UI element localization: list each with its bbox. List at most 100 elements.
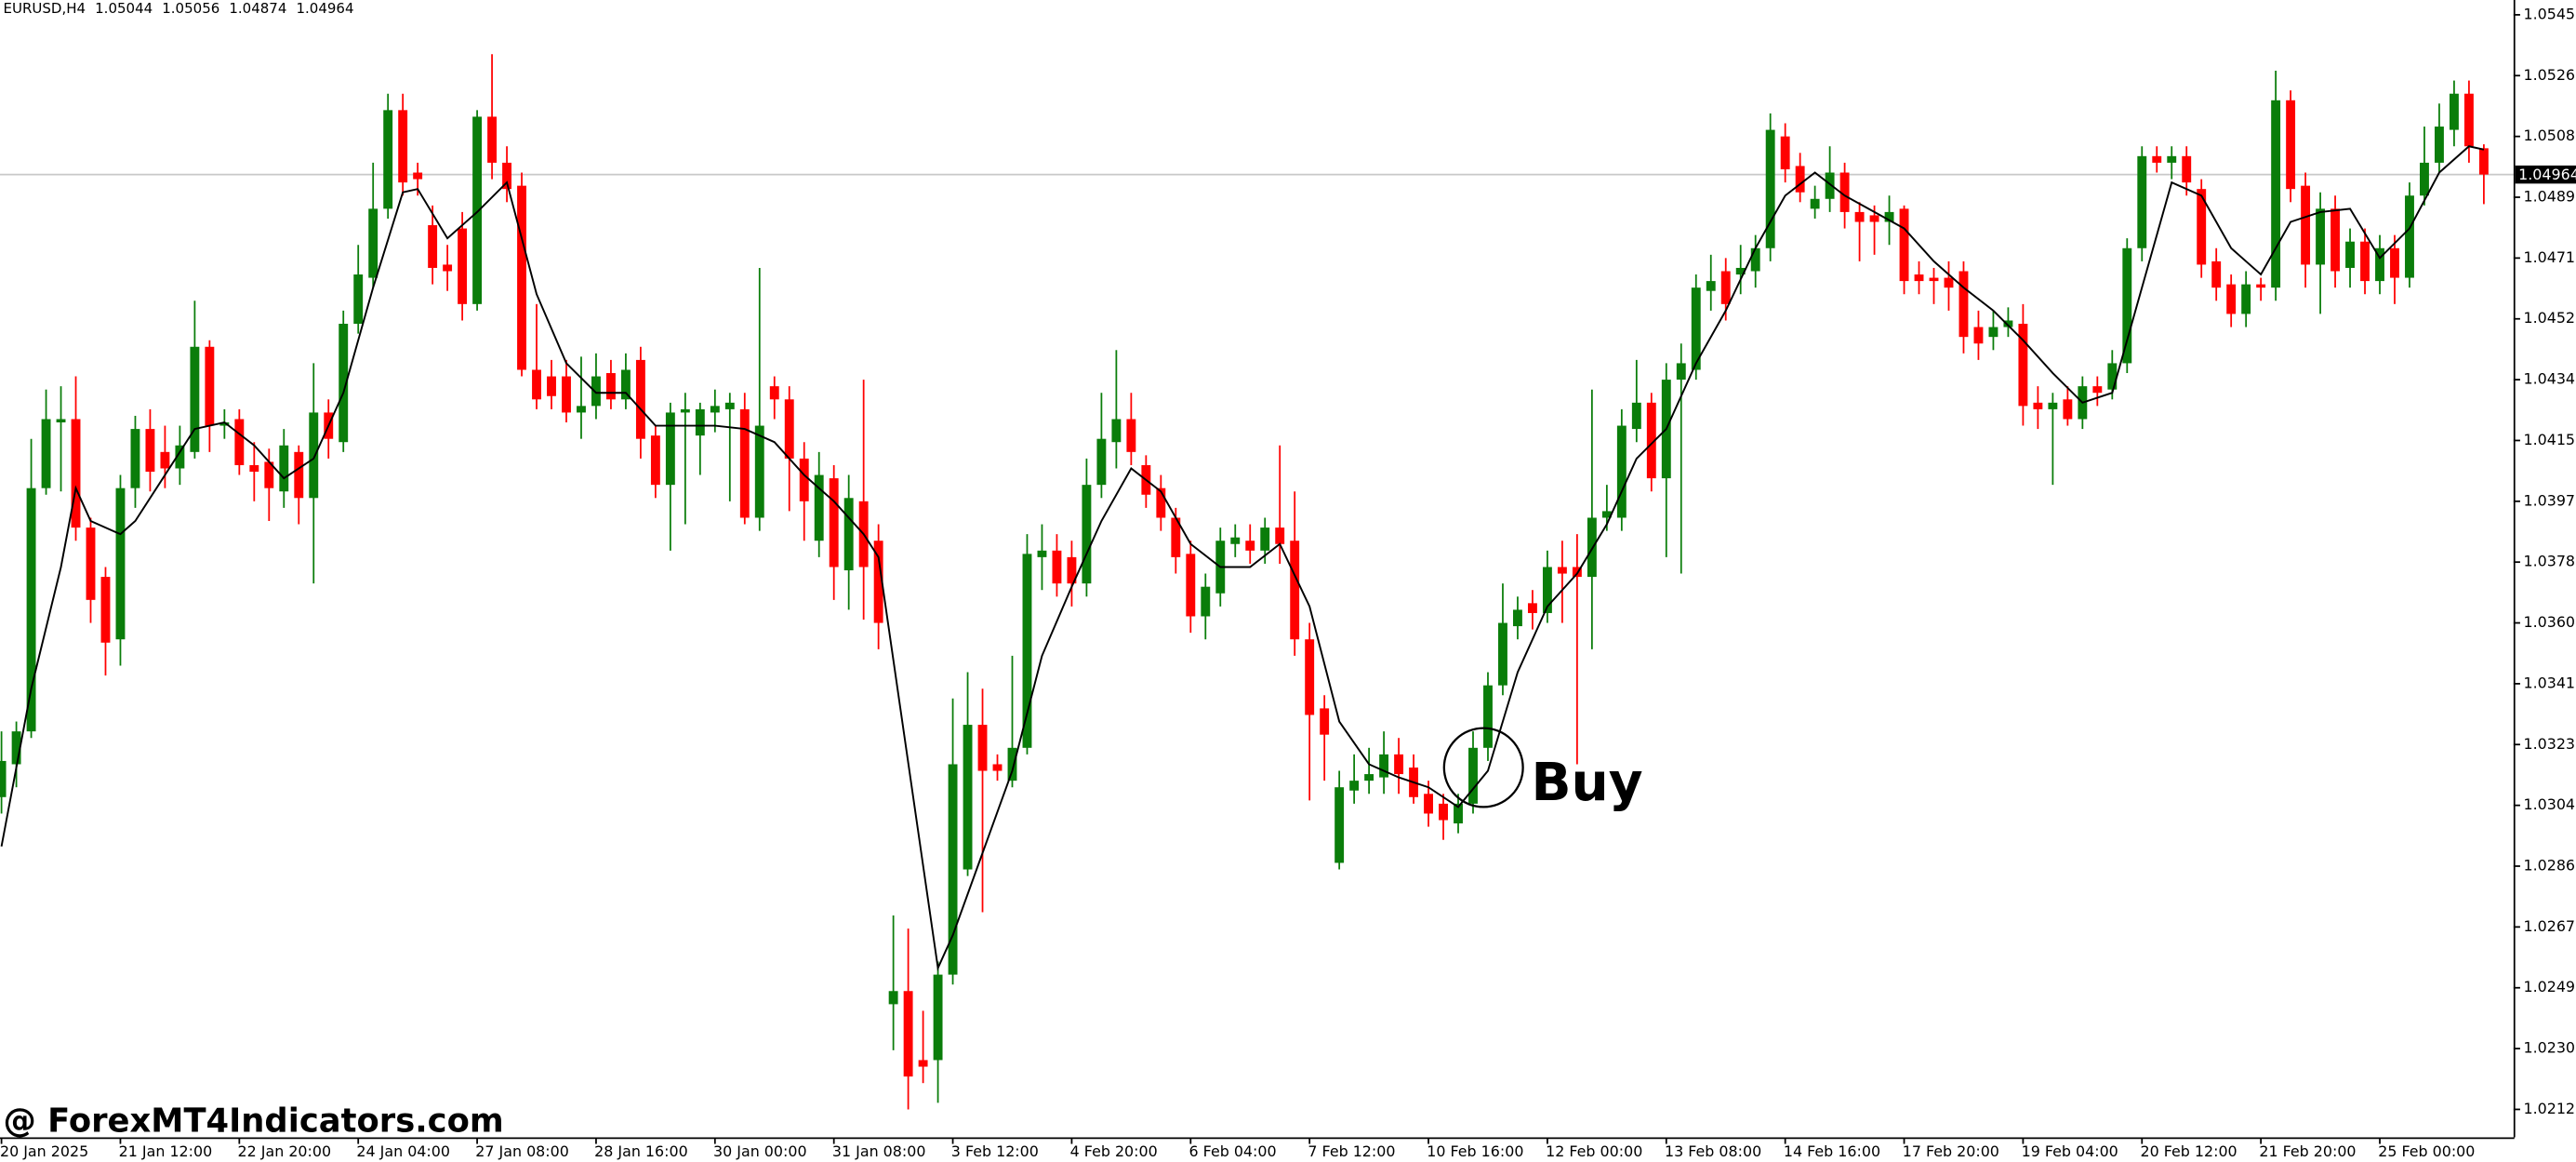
symbol: EURUSD,H4	[4, 0, 86, 16]
y-tick-label: 1.04895	[2523, 188, 2576, 206]
candle-body	[368, 208, 378, 278]
candle-body	[11, 731, 21, 765]
candle-body	[190, 346, 200, 452]
candle-body	[2256, 284, 2266, 288]
candle-body	[2435, 127, 2444, 163]
candle-body	[1706, 281, 1716, 291]
candle-body	[130, 429, 140, 488]
y-tick-label: 1.03230	[2523, 735, 2576, 753]
candle-body	[1542, 567, 1552, 613]
candle-body	[784, 399, 794, 459]
candle-body	[2018, 324, 2028, 407]
candle-body	[472, 116, 483, 304]
candle-body	[1260, 528, 1270, 551]
candle-body	[888, 991, 898, 1005]
x-tick-label: 17 Feb 20:00	[1903, 1142, 1999, 1160]
candle-body	[2152, 155, 2162, 163]
candle-body	[577, 406, 586, 413]
candle-body	[2449, 93, 2459, 130]
candle-body	[294, 451, 304, 499]
x-tick-label: 20 Feb 12:00	[2141, 1142, 2237, 1160]
candle-body	[2241, 284, 2251, 314]
candle-body	[1439, 803, 1448, 821]
candle-body	[710, 406, 720, 413]
y-tick-label: 1.03970	[2523, 491, 2576, 509]
candle-body	[383, 110, 393, 209]
x-tick-label: 19 Feb 04:00	[2022, 1142, 2118, 1160]
candle-body	[234, 419, 245, 465]
ma-layer	[0, 145, 2485, 971]
candle-body	[992, 764, 1003, 771]
candle-body	[1007, 747, 1017, 781]
x-tick-label: 25 Feb 00:00	[2378, 1142, 2475, 1160]
candle-body	[100, 577, 111, 643]
candle-body	[1884, 211, 1894, 222]
y-tick-label: 1.02490	[2523, 978, 2576, 995]
candle-body	[605, 373, 616, 400]
candle-body	[1944, 277, 1954, 288]
y-tick-label: 1.02305	[2523, 1039, 2576, 1057]
candle-body	[249, 464, 259, 473]
candle-body	[413, 172, 423, 180]
candle-body	[1245, 541, 1255, 551]
header-low: 1.04874	[229, 0, 286, 16]
candle-body	[635, 359, 645, 439]
candle-body	[115, 488, 126, 640]
candle-body	[1676, 363, 1686, 381]
candle-body	[2063, 399, 2073, 420]
candle-body	[517, 185, 526, 370]
candle-body	[1616, 425, 1627, 518]
candle-body	[1037, 550, 1047, 557]
candle-body	[56, 419, 66, 423]
candle-body	[2360, 241, 2370, 282]
candle-body	[695, 408, 705, 436]
candle-body	[458, 228, 468, 304]
moving-average	[0, 145, 2485, 971]
candle-body	[1022, 554, 1032, 748]
y-tick-label: 1.04340	[2523, 370, 2576, 388]
x-tick-label: 20 Jan 2025	[0, 1142, 88, 1160]
candle-body	[2092, 386, 2103, 394]
candle-body	[279, 445, 289, 492]
y-tick-label: 1.05080	[2523, 127, 2576, 144]
candle-body	[1230, 537, 1241, 544]
candle-body	[1364, 774, 1374, 781]
candle-body	[2167, 155, 2177, 163]
candle-body	[1765, 129, 1775, 248]
candle-body	[1854, 211, 1865, 222]
candle-body	[2301, 185, 2311, 265]
buy-label: Buy	[1531, 753, 1642, 813]
candle-body	[1750, 247, 1760, 272]
candle-body	[977, 725, 988, 771]
candle-body	[1320, 708, 1330, 735]
candle-body	[41, 419, 51, 488]
candle-body	[547, 376, 556, 396]
candle-body	[205, 346, 215, 426]
candle-body	[1394, 754, 1404, 775]
candle-body	[2182, 155, 2192, 183]
y-tick-label: 1.04155	[2523, 431, 2576, 448]
candle-body	[1691, 287, 1701, 370]
candle-body	[1305, 639, 1315, 715]
candle-body	[0, 760, 7, 797]
candle-body	[339, 324, 349, 443]
candle-body	[1082, 485, 1092, 584]
candle-body	[487, 116, 498, 163]
candle-body	[2286, 100, 2296, 190]
candle-body	[1720, 271, 1731, 304]
candle-body	[160, 451, 170, 469]
candle-body	[724, 402, 735, 409]
candle-body	[1379, 754, 1389, 778]
candle-body	[814, 474, 824, 541]
header-open: 1.05044	[95, 0, 153, 16]
candle-body	[918, 1060, 928, 1067]
candle-body	[665, 412, 675, 486]
candle-body	[2345, 241, 2355, 268]
candle-body	[1171, 517, 1181, 557]
x-tick-label: 21 Jan 12:00	[119, 1142, 213, 1160]
candle-body	[26, 488, 36, 732]
x-tick-label: 30 Jan 00:00	[713, 1142, 807, 1160]
